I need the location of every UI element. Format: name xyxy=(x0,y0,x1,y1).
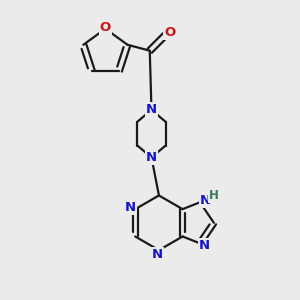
Text: H: H xyxy=(209,189,219,202)
Text: N: N xyxy=(200,194,211,207)
Text: N: N xyxy=(146,151,157,164)
Text: N: N xyxy=(152,248,163,261)
Text: N: N xyxy=(124,201,135,214)
Text: O: O xyxy=(100,21,111,34)
Text: O: O xyxy=(164,26,175,39)
Text: N: N xyxy=(146,103,157,116)
Text: N: N xyxy=(199,239,210,252)
